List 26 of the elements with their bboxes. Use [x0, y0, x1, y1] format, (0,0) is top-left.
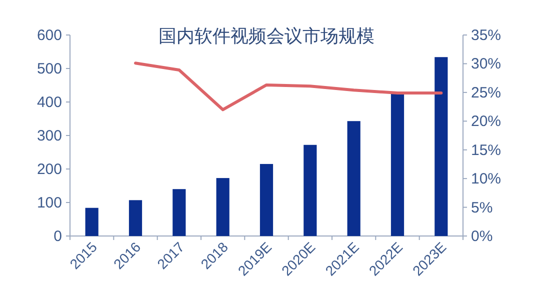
bar — [434, 57, 448, 236]
y2-tick-label: 0% — [471, 228, 493, 245]
y-tick-label: 0 — [54, 228, 62, 245]
line-series — [134, 62, 443, 112]
bar — [304, 144, 317, 236]
y-tick-label: 600 — [36, 27, 62, 44]
y2-tick-label: 15% — [471, 142, 502, 159]
bar — [85, 208, 98, 236]
bar — [260, 164, 274, 236]
y-tick-label: 500 — [36, 60, 62, 78]
bar — [347, 121, 360, 236]
bar — [216, 178, 230, 236]
bar — [390, 92, 404, 236]
y-tick-label: 400 — [36, 94, 62, 111]
y2-tick-label: 20% — [471, 113, 502, 130]
y2-tick-label: 25% — [471, 84, 502, 102]
chart-title: 国内软件视频会议市场规模 — [158, 26, 374, 46]
y2-tick-label: 30% — [471, 56, 502, 73]
y2-tick-label: 35% — [471, 27, 502, 44]
bar — [172, 189, 186, 236]
y-tick-label: 100 — [36, 194, 62, 212]
bar — [128, 200, 142, 236]
y2-tick-label: 5% — [471, 199, 493, 216]
y2-tick-label: 10% — [471, 170, 502, 188]
y-tick-label: 300 — [36, 128, 62, 144]
y-tick-label: 200 — [36, 161, 62, 178]
